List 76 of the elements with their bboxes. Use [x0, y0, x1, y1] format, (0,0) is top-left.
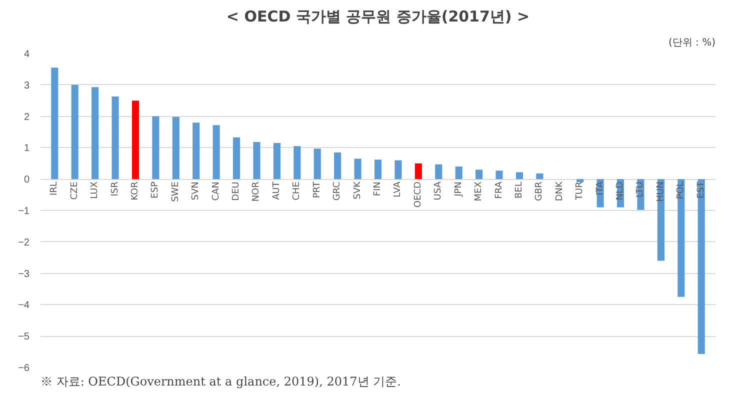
bar [152, 116, 160, 180]
bar [698, 179, 705, 354]
bar [435, 164, 442, 180]
x-tick-label: ISR [110, 182, 120, 196]
bar [294, 146, 301, 180]
y-tick-label: −2 [18, 237, 30, 248]
x-tick-label: ESP [150, 181, 161, 198]
x-tick-label: MEX [474, 182, 484, 202]
bar [637, 179, 644, 210]
bar [212, 125, 220, 180]
chart-subtitle: (단위 : %) [668, 38, 716, 48]
x-tick-label: NOR [252, 182, 262, 202]
bar [92, 87, 99, 180]
x-tick-label: ITA [595, 180, 606, 196]
y-tick-label: −3 [18, 268, 30, 280]
x-tick-label: SVN [191, 182, 202, 200]
bar [394, 160, 402, 180]
x-tick-label: LUX [90, 182, 100, 199]
x-tick-label: FRA [494, 180, 504, 199]
y-tick-label: −5 [18, 332, 30, 343]
y-tick-label: −4 [18, 300, 30, 312]
x-tick-label: AUT [272, 181, 282, 200]
x-tick-label: KOR [130, 182, 140, 200]
x-tick-label: CAN [211, 182, 222, 201]
x-tick-label: GBR [534, 182, 545, 202]
bar [314, 148, 321, 180]
x-tick-label: SWE [170, 181, 181, 202]
x-tick-label: EST [696, 181, 706, 199]
x-tick-label: FIN [373, 182, 383, 196]
x-tick-label: USA [434, 180, 444, 200]
x-tick-label: LTU [636, 182, 646, 198]
bar [455, 166, 462, 180]
x-tick-label: POL [676, 182, 686, 200]
bar [232, 137, 240, 180]
bar [476, 170, 483, 180]
bar [112, 96, 119, 180]
bar [192, 122, 200, 180]
x-tick-label: CHE [292, 181, 302, 200]
x-tick-label: JPN [454, 182, 464, 198]
x-tick-label: IRL [50, 182, 60, 196]
bar [678, 179, 685, 297]
bar [71, 84, 78, 180]
bar [516, 172, 524, 180]
bar [374, 160, 382, 180]
x-tick-label: HUN [656, 182, 666, 202]
x-tick-label: SVK [352, 180, 363, 200]
bar [51, 68, 58, 180]
x-tick-label: NLD [616, 182, 626, 200]
bar [132, 100, 140, 180]
text: ※ 자료: OECD(Government at a glance, 2019), 2017년 기준. [40, 374, 401, 388]
x-tick-label: DNK [554, 180, 565, 202]
y-tick-label: −6 [18, 363, 30, 374]
bar [172, 116, 180, 180]
bar [576, 179, 584, 182]
y-tick-label: 3 [24, 80, 30, 92]
y-tick-label: 4 [24, 49, 30, 60]
y-tick-label: −1 [18, 206, 30, 217]
bar [253, 142, 260, 180]
x-tick-label: DEU [232, 182, 242, 201]
y-tick-label: 2 [24, 112, 30, 123]
chart-title: < OECD 국가별 공무원 증가율(2017년) > [226, 8, 530, 26]
bar [354, 158, 362, 180]
x-tick-label: GRC [332, 182, 343, 201]
bar [334, 152, 342, 180]
bar [496, 170, 503, 180]
x-tick-label: OECD [413, 182, 424, 208]
x-tick-label: PRT [312, 181, 322, 198]
y-tick-label: 1 [24, 143, 30, 154]
bar [536, 173, 544, 180]
x-tick-label: CZE [70, 181, 80, 200]
x-tick-label: BEL [514, 182, 524, 198]
y-tick-label: 0 [24, 174, 30, 186]
bar [414, 163, 422, 180]
bar [273, 142, 280, 180]
x-tick-label: TUR [575, 182, 586, 201]
x-tick-label: LVA [393, 180, 404, 198]
